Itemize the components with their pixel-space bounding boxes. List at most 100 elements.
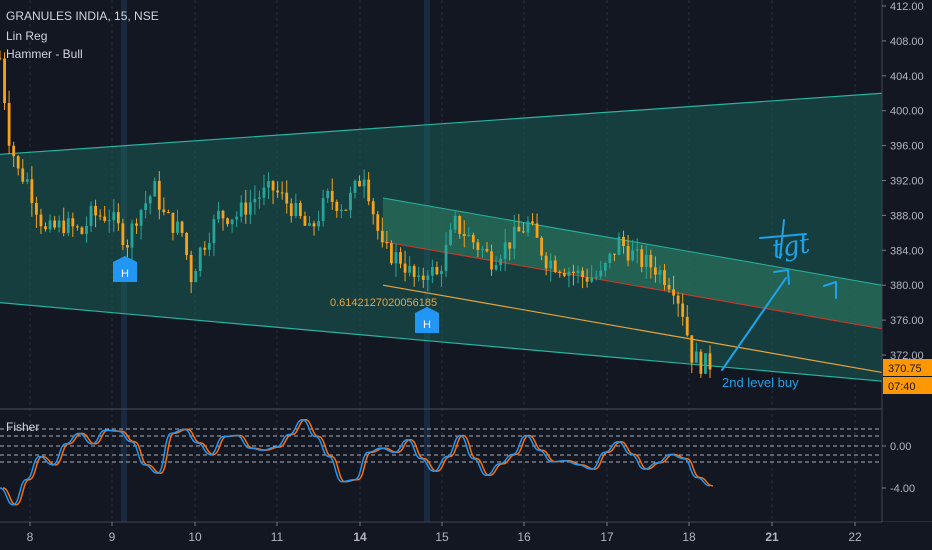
candle-body — [390, 243, 393, 264]
candle-body — [253, 198, 257, 203]
candle-body — [521, 231, 525, 233]
regression-coefficient-label: 0.6142127020056185 — [330, 297, 437, 309]
price-axis[interactable]: 412.00 408.00 404.00 400.00 396.00 392.00 388.… — [882, 1, 924, 362]
candle-body — [603, 262, 607, 271]
candle-body — [613, 253, 616, 255]
candle-body — [608, 253, 612, 263]
candle-body — [166, 212, 170, 214]
candle-body — [135, 223, 138, 226]
candle-body — [339, 209, 343, 212]
candle-body — [353, 180, 357, 193]
candle-body — [440, 270, 443, 275]
time-axis[interactable]: 8 9 10 11 14 15 16 17 18 21 22 — [27, 522, 862, 544]
last-price-marker: 370.75 07:40 — [883, 359, 932, 394]
fisher-pane-label: Fisher — [6, 420, 39, 434]
candle-body — [239, 202, 243, 217]
candle-body — [622, 236, 625, 247]
candle-body — [653, 267, 657, 275]
candle-body — [617, 236, 621, 255]
candle-body — [512, 226, 516, 249]
candle-body — [212, 219, 216, 244]
fisher-tick-label: -4.00 — [890, 483, 915, 495]
candle-body — [62, 220, 66, 233]
fisher-axis[interactable]: 0.00 -4.00 — [882, 441, 915, 495]
hammer-marker[interactable]: H — [415, 307, 439, 333]
candle-body — [112, 212, 116, 221]
candle-body — [467, 234, 471, 237]
candle-body — [85, 225, 88, 234]
candle-body — [699, 351, 703, 374]
hammer-marker[interactable]: H — [113, 256, 137, 282]
hammer-marker-label: H — [121, 268, 129, 280]
candle-body — [576, 270, 580, 273]
candle-body — [298, 202, 302, 217]
last-price-badge — [883, 359, 932, 376]
candle-body — [553, 260, 557, 272]
candle-body — [462, 233, 466, 237]
candle-body — [107, 220, 111, 222]
candle-body — [217, 210, 220, 220]
time-tick-label: 10 — [188, 530, 202, 544]
indicator-lin-reg: Lin Reg — [6, 29, 47, 43]
price-tick-label: 384.00 — [890, 245, 924, 257]
candle-body — [581, 270, 584, 278]
candle-body — [258, 197, 261, 199]
price-tick-label: 388.00 — [890, 210, 924, 222]
inner-mid-line — [382, 240, 883, 330]
candle-body — [499, 258, 503, 266]
candle-body — [148, 196, 152, 204]
price-tick-label: 412.00 — [890, 1, 924, 13]
candle-body — [89, 205, 93, 226]
candle-body — [276, 190, 280, 193]
candle-body — [94, 205, 97, 216]
candle-body — [635, 249, 639, 251]
drawing-annotations[interactable] — [721, 219, 837, 371]
candle-body — [157, 180, 161, 210]
candle-body — [681, 303, 685, 317]
candle-body — [640, 249, 644, 267]
candle-body — [394, 252, 398, 264]
buy-arrow-line — [721, 277, 787, 371]
candle-body — [162, 209, 166, 213]
hook-mark — [823, 281, 837, 299]
candle-body — [453, 215, 457, 230]
candle-body — [544, 255, 548, 269]
candle-body — [317, 220, 320, 227]
candle-body — [267, 181, 270, 188]
candle-body — [694, 351, 698, 363]
candle-body — [526, 221, 530, 233]
candle-body — [180, 221, 184, 233]
candle-body — [449, 229, 452, 245]
candle-body — [367, 179, 371, 202]
time-tick-label: 18 — [682, 530, 696, 544]
time-tick-label: 9 — [109, 530, 116, 544]
price-tick-label: 404.00 — [890, 71, 924, 83]
chart-header: GRANULES INDIA, 15, NSE Lin Reg Hammer - B… — [6, 9, 159, 61]
price-tick-label: 380.00 — [890, 280, 924, 292]
candle-body — [380, 230, 384, 243]
candle-body — [12, 145, 16, 157]
candle-body — [426, 275, 430, 280]
candle-body — [130, 223, 134, 248]
candle-body — [176, 221, 179, 233]
candle-body — [66, 218, 70, 233]
time-tick-label: 16 — [517, 530, 531, 544]
tgt-label: tgt — [770, 229, 813, 265]
candle-body — [289, 203, 293, 217]
candle-body — [326, 191, 330, 199]
candle-body — [25, 179, 29, 182]
candle-body — [98, 215, 102, 217]
candle-body — [503, 242, 507, 259]
candle-body — [21, 168, 25, 182]
candle-body — [221, 210, 225, 219]
candle-body — [531, 221, 534, 224]
candle-body — [153, 180, 157, 197]
candle-body — [631, 250, 635, 261]
candle-body — [567, 271, 571, 276]
price-axis-bg — [882, 0, 932, 550]
candle-body — [44, 226, 47, 230]
candle-body — [139, 210, 143, 226]
fisher-line — [0, 418, 711, 506]
candle-body — [144, 203, 148, 211]
